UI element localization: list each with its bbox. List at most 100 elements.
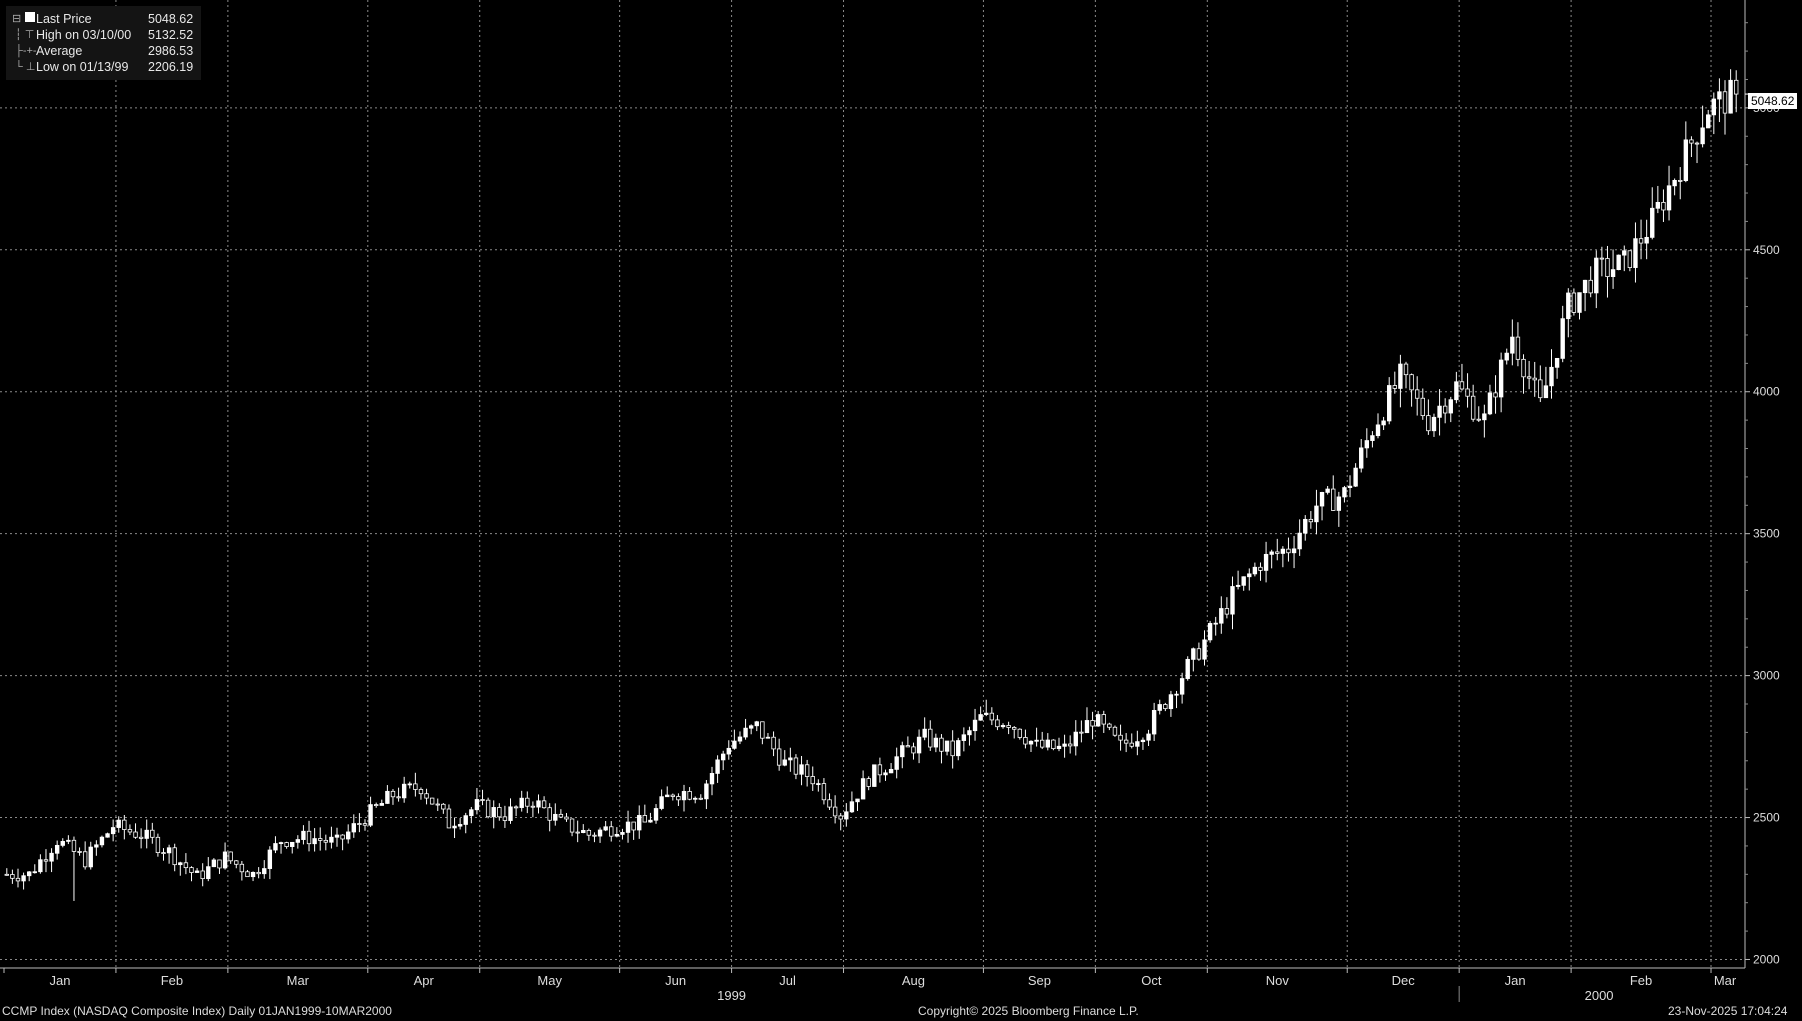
candle-body — [396, 796, 401, 799]
candle-body — [1040, 739, 1045, 748]
candle-body — [1431, 416, 1437, 432]
candle-body — [491, 807, 496, 818]
candle-body — [1437, 405, 1442, 418]
candle-body — [1543, 385, 1549, 399]
candle-body — [1448, 399, 1453, 414]
candle-body — [1526, 376, 1532, 379]
candle-body — [21, 875, 26, 882]
candle-body — [1734, 79, 1739, 95]
candle-body — [804, 764, 810, 777]
candle-body — [441, 803, 446, 810]
candle-body — [1387, 385, 1392, 422]
candle-body — [1185, 658, 1190, 679]
candle-body — [1633, 238, 1638, 268]
candle-body — [950, 740, 955, 757]
candle-body — [525, 797, 530, 807]
candle-body — [150, 829, 155, 838]
candle-body — [1247, 573, 1252, 578]
candle-body — [1414, 389, 1420, 399]
candle-body — [1370, 435, 1375, 441]
candle-body — [211, 859, 217, 868]
candle-body — [407, 783, 412, 786]
candle-body — [110, 827, 116, 835]
x-tick-label: Feb — [161, 973, 183, 988]
candle-body — [715, 759, 720, 774]
candle-body — [637, 815, 642, 831]
candle-body — [1392, 385, 1397, 389]
candle-body — [497, 807, 502, 818]
candle-body — [1179, 678, 1185, 695]
candle-body — [429, 797, 435, 805]
candle-body — [1118, 734, 1123, 741]
candle-body — [1487, 392, 1493, 415]
candle-body — [877, 764, 883, 776]
candle-body — [1062, 743, 1067, 747]
candle-body — [1157, 704, 1162, 711]
candle-body — [1644, 236, 1649, 244]
candle-body — [1028, 740, 1034, 745]
candle-body — [295, 839, 301, 843]
candle-body — [234, 860, 239, 865]
candle-body — [1375, 424, 1381, 437]
candle-body — [1571, 292, 1577, 313]
candle-body — [60, 841, 65, 846]
candle-body — [77, 851, 82, 853]
candle-body — [1627, 250, 1633, 268]
candle-body — [166, 847, 172, 854]
candle-body — [1241, 576, 1246, 586]
candle-body — [1622, 250, 1627, 256]
last-price-swatch-icon: ⊟ — [12, 11, 36, 27]
footer-security-description: CCMP Index (NASDAQ Composite Index) Dail… — [2, 1004, 392, 1018]
candle-body — [1521, 358, 1526, 378]
candle-body — [659, 796, 664, 809]
candle-body — [228, 851, 233, 862]
candle-body — [1616, 254, 1621, 271]
candle-body — [743, 727, 748, 738]
candle-body — [4, 873, 9, 876]
candle-body — [1000, 725, 1006, 728]
y-tick-label: 3000 — [1753, 669, 1780, 683]
candle-body — [1280, 548, 1286, 554]
candle-body — [1006, 725, 1011, 728]
candle-body — [194, 870, 200, 873]
candle-body — [446, 808, 452, 829]
candle-body — [704, 783, 709, 800]
candle-body — [457, 824, 463, 827]
candle-body — [1291, 548, 1297, 554]
candle-body — [1493, 392, 1498, 398]
candle-body — [178, 862, 183, 866]
candle-body — [676, 796, 681, 801]
candle-body — [1549, 366, 1554, 387]
candle-body — [155, 836, 161, 853]
legend-high-value: 5132.52 — [148, 28, 194, 42]
candle-body — [206, 866, 211, 880]
candle-body — [995, 719, 1000, 728]
x-axis: Jan Feb Mar Apr May Jun Jul Aug Sep Oct Nov Dec Jan F… — [0, 967, 1745, 1003]
candle-body — [1538, 379, 1543, 399]
candle-body — [1426, 415, 1431, 432]
candle-body — [1191, 648, 1196, 660]
candle-body — [961, 734, 967, 741]
candle-body — [474, 799, 480, 811]
candle-body — [1319, 492, 1325, 507]
candle-body — [32, 871, 37, 874]
candle-body — [1112, 726, 1118, 736]
candle-body — [1661, 201, 1666, 211]
year-label: 2000 — [1585, 988, 1614, 1003]
candle-body — [754, 721, 759, 727]
candle-body — [1045, 739, 1050, 748]
x-tick-label: Feb — [1630, 973, 1652, 988]
y-tick-label: 3500 — [1753, 527, 1780, 541]
candle-body — [788, 757, 793, 761]
candle-body — [916, 736, 922, 754]
candle-body — [1666, 185, 1672, 211]
candle-body — [541, 800, 547, 809]
candle-body — [1303, 518, 1308, 534]
candle-body — [1135, 741, 1140, 747]
candle-body — [642, 815, 648, 823]
candle-body — [737, 736, 743, 742]
candle-body — [1101, 714, 1106, 725]
candle-body — [94, 844, 99, 848]
candle-body — [273, 843, 278, 851]
candle-body — [340, 834, 345, 840]
